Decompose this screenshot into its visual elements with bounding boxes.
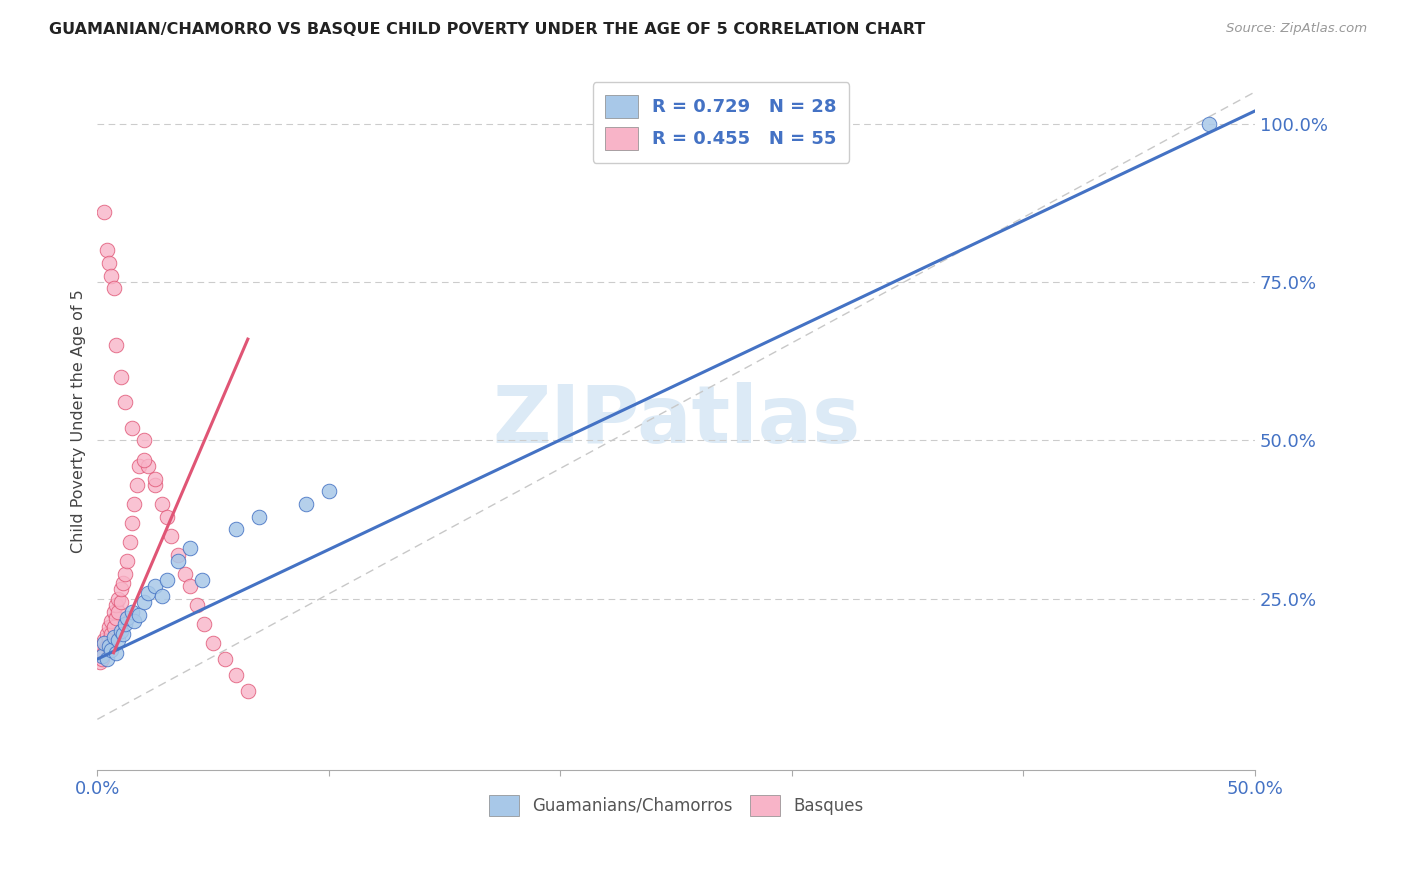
Point (103, 281, 125, 295)
Point (104, 599, 127, 613)
Point (114, 395, 136, 409)
Point (91, 640, 114, 654)
Point (97, 620, 120, 634)
Point (110, 595, 132, 609)
Point (96, 244, 118, 258)
Point (110, 582, 132, 597)
Point (121, 605, 143, 619)
Point (103, 605, 125, 619)
Legend: Guamanians/Chamorros, Basques: Guamanians/Chamorros, Basques (481, 787, 872, 824)
Point (91, 648, 114, 663)
Point (110, 370, 132, 384)
Point (143, 478, 166, 492)
Point (107, 591, 129, 606)
Point (89, 642, 111, 657)
Point (114, 566, 136, 581)
Point (136, 585, 159, 599)
Point (150, 589, 173, 603)
Point (143, 579, 166, 593)
Point (132, 452, 155, 467)
Point (103, 620, 125, 634)
Point (97, 256, 120, 270)
Point (121, 516, 143, 530)
Point (93, 636, 115, 650)
Point (160, 528, 183, 542)
Point (128, 607, 150, 622)
Point (167, 554, 190, 568)
Point (179, 541, 201, 556)
Point (150, 497, 173, 511)
Point (100, 268, 122, 283)
Point (186, 599, 208, 613)
Point (125, 478, 148, 492)
Point (89, 655, 111, 669)
Point (93, 633, 115, 648)
Point (96, 640, 118, 654)
Point (107, 633, 129, 648)
Point (121, 421, 143, 435)
Y-axis label: Child Poverty Under the Age of 5: Child Poverty Under the Age of 5 (72, 290, 86, 553)
Point (93, 646, 115, 660)
Point (96, 626, 118, 640)
Point (93, 205, 115, 219)
Point (236, 683, 259, 698)
Point (97, 640, 120, 654)
Point (193, 617, 215, 632)
Point (132, 434, 155, 448)
Point (136, 458, 159, 473)
Point (91, 652, 114, 666)
Text: Source: ZipAtlas.com: Source: ZipAtlas.com (1226, 22, 1367, 36)
Point (111, 576, 134, 591)
Text: GUAMANIAN/CHAMORRO VS BASQUE CHILD POVERTY UNDER THE AGE OF 5 CORRELATION CHART: GUAMANIAN/CHAMORRO VS BASQUE CHILD POVER… (49, 22, 925, 37)
Point (104, 611, 127, 625)
Point (104, 338, 127, 352)
Point (156, 509, 179, 524)
Point (225, 522, 247, 536)
Point (156, 573, 179, 587)
Point (143, 471, 166, 485)
Point (117, 611, 139, 625)
Point (103, 630, 125, 644)
Point (214, 652, 236, 666)
Point (110, 624, 132, 638)
Point (100, 626, 122, 640)
Point (114, 617, 136, 632)
Point (111, 626, 134, 640)
Point (190, 573, 212, 587)
Point (124, 614, 146, 628)
Point (132, 595, 155, 609)
Point (225, 668, 247, 682)
Point (124, 497, 146, 511)
Point (294, 497, 316, 511)
Point (179, 579, 201, 593)
Point (118, 534, 141, 549)
Point (100, 614, 122, 628)
Point (247, 509, 270, 524)
Point (104, 646, 127, 660)
Point (100, 642, 122, 657)
Point (128, 458, 150, 473)
Point (202, 636, 225, 650)
Point (107, 605, 129, 619)
Text: ZIPatlas: ZIPatlas (492, 383, 860, 460)
Point (97, 633, 120, 648)
Point (174, 566, 197, 581)
Point (167, 548, 190, 562)
Point (318, 484, 340, 499)
Point (86, 648, 108, 663)
Point (1198, 117, 1220, 131)
Point (96, 652, 118, 666)
Point (117, 554, 139, 568)
